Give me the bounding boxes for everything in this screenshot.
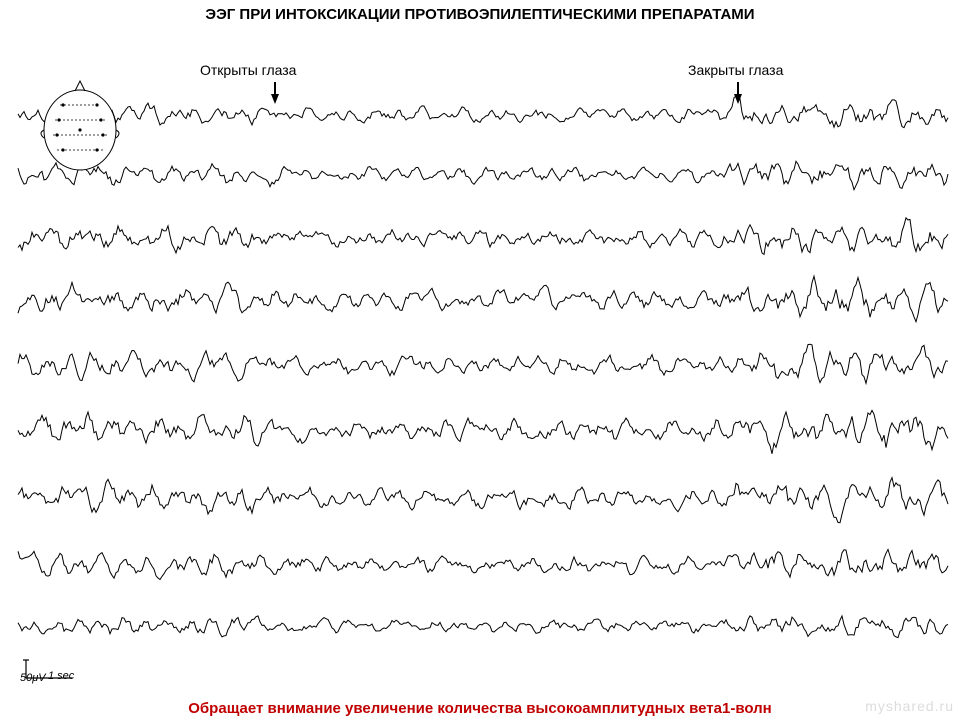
eeg-trace-ch9 (18, 616, 948, 638)
eeg-trace-ch8 (18, 549, 948, 579)
time-scale-label: 1 sec (48, 670, 74, 682)
amplitude-scale-label: 50μV (20, 672, 46, 684)
figure-caption: Обращает внимание увеличение количества … (0, 700, 960, 717)
eeg-trace-ch6 (18, 410, 948, 453)
eeg-trace-ch4 (18, 276, 948, 322)
eeg-trace-ch2 (18, 161, 948, 189)
eeg-trace-ch1 (18, 94, 948, 128)
eeg-chart (0, 0, 960, 720)
eeg-trace-ch7 (18, 478, 948, 523)
eeg-trace-ch3 (18, 218, 948, 255)
eeg-trace-ch5 (18, 344, 948, 383)
electrode-head-icon (35, 75, 125, 175)
watermark: myshared.ru (865, 698, 954, 714)
